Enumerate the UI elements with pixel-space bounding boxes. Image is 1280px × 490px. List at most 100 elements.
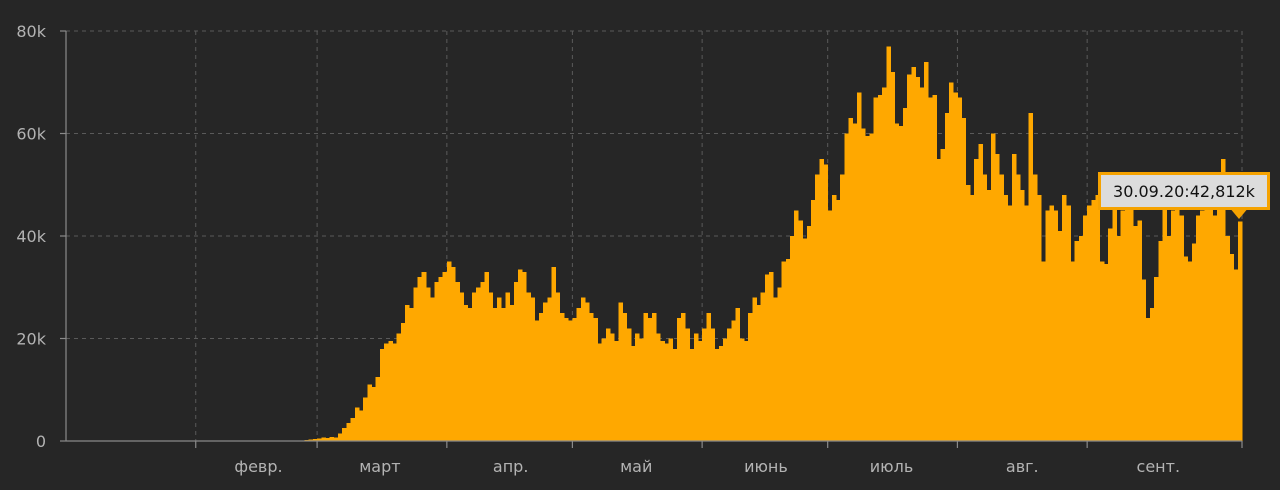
bar xyxy=(421,271,427,442)
bar xyxy=(1024,205,1029,441)
bar xyxy=(451,266,456,441)
bar xyxy=(928,97,933,442)
bar xyxy=(1221,159,1226,442)
tooltip-text: 30.09.20:42,812k xyxy=(1113,181,1255,201)
bar xyxy=(773,297,778,441)
bar xyxy=(1204,195,1209,441)
bar xyxy=(363,397,368,441)
bar xyxy=(1028,113,1034,441)
bar xyxy=(693,333,699,442)
bar xyxy=(471,292,477,442)
bar xyxy=(735,307,741,441)
axis-layer xyxy=(60,30,1243,448)
bar xyxy=(819,159,824,442)
bar xyxy=(760,292,766,442)
bar xyxy=(681,312,686,442)
bar xyxy=(1149,307,1155,441)
bar xyxy=(379,348,385,441)
bar xyxy=(727,328,732,441)
bar xyxy=(1120,210,1126,442)
bar xyxy=(350,417,356,441)
bar xyxy=(940,148,946,442)
bar xyxy=(338,433,343,441)
bar xyxy=(630,346,636,441)
bar xyxy=(957,97,962,442)
bar xyxy=(999,174,1004,441)
bar xyxy=(1141,279,1147,441)
bar xyxy=(923,61,929,441)
bar xyxy=(1082,215,1088,441)
bar xyxy=(317,438,322,441)
bar xyxy=(572,318,577,441)
bar xyxy=(308,439,314,441)
y-tick-labels: 0 20k 40k 60k 80k xyxy=(16,22,46,451)
bar xyxy=(798,220,803,442)
bar xyxy=(1003,195,1008,441)
bar xyxy=(718,346,724,441)
bar xyxy=(974,159,979,442)
bar xyxy=(375,376,381,441)
bar xyxy=(384,343,389,442)
bar xyxy=(434,282,439,442)
bar xyxy=(706,312,711,442)
bar xyxy=(919,87,925,442)
bar xyxy=(756,305,762,441)
bar xyxy=(668,338,674,441)
bar xyxy=(543,302,548,442)
bar xyxy=(476,287,481,441)
bar xyxy=(593,318,598,441)
bar xyxy=(852,123,858,441)
bar xyxy=(1183,256,1188,441)
bar xyxy=(877,95,883,441)
bar xyxy=(559,312,565,442)
bar xyxy=(501,307,506,441)
bar xyxy=(534,320,540,441)
bar xyxy=(1124,174,1130,441)
bar xyxy=(861,128,866,442)
x-tick-label: сент. xyxy=(1137,457,1181,476)
bar xyxy=(1112,200,1117,442)
x-tick-labels: февр. март апр. май июнь июль авг. сент. xyxy=(234,457,1180,476)
bar xyxy=(911,66,916,442)
bar xyxy=(488,292,494,442)
bar xyxy=(1170,210,1176,442)
bar xyxy=(944,113,950,441)
bar xyxy=(517,269,523,441)
bar xyxy=(513,282,519,442)
bar xyxy=(969,195,975,441)
bar xyxy=(492,307,498,441)
bar xyxy=(907,74,912,441)
bar xyxy=(509,305,515,441)
bar xyxy=(622,312,628,442)
bar xyxy=(1116,236,1121,441)
tooltip: 30.09.20:42,812k xyxy=(1098,172,1270,210)
bar xyxy=(321,437,326,441)
bar xyxy=(1225,236,1230,441)
bar xyxy=(438,277,444,441)
bar xyxy=(1095,195,1101,441)
bar xyxy=(748,312,753,442)
y-tick-label: 80k xyxy=(16,22,46,41)
bar xyxy=(978,143,983,441)
bar xyxy=(325,437,331,441)
bar xyxy=(982,174,988,441)
bar xyxy=(697,341,703,441)
y-tick-label: 40k xyxy=(16,227,46,246)
bar xyxy=(346,423,351,441)
bar xyxy=(1145,318,1151,441)
bar xyxy=(873,97,879,442)
bar xyxy=(1091,200,1096,442)
bar xyxy=(702,328,707,441)
bar xyxy=(949,82,954,441)
bar xyxy=(635,333,640,442)
bar xyxy=(710,328,716,441)
bar xyxy=(915,77,921,442)
bar xyxy=(802,238,808,441)
bar xyxy=(777,287,782,441)
bar xyxy=(1162,200,1168,442)
x-tick-label: июль xyxy=(870,457,914,476)
bar xyxy=(1053,210,1059,442)
bar xyxy=(551,266,557,441)
bars-layer xyxy=(300,46,1243,442)
bar xyxy=(1175,195,1180,441)
